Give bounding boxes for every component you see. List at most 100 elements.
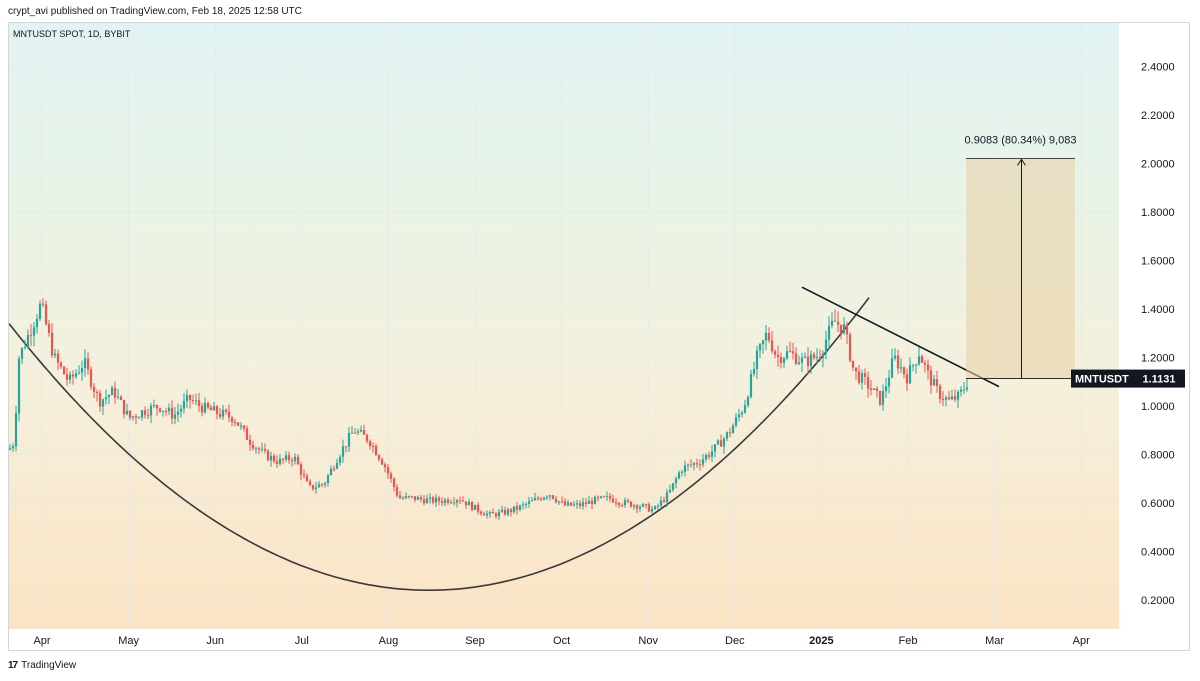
candle-body xyxy=(332,468,336,470)
candle-body xyxy=(707,454,711,457)
candle-body xyxy=(110,387,114,396)
y-tick-label: 2.2000 xyxy=(1141,110,1175,122)
candle-body xyxy=(938,385,942,400)
candle-body xyxy=(692,463,696,465)
candle-body xyxy=(572,504,576,506)
candle-body xyxy=(305,475,309,482)
candle-body xyxy=(179,408,183,412)
candle-body xyxy=(194,400,198,402)
price-axis-background xyxy=(1119,23,1189,650)
candle-body xyxy=(296,456,300,465)
candle-body xyxy=(686,464,690,466)
candle-body xyxy=(638,506,642,509)
candle-body xyxy=(197,400,201,406)
candle-body xyxy=(263,448,267,451)
candle-body xyxy=(764,332,768,341)
candle-body xyxy=(74,373,78,377)
x-tick-label: Sep xyxy=(465,635,485,647)
y-tick-label: 2.4000 xyxy=(1141,62,1175,74)
candle-body xyxy=(530,500,534,502)
candle-body xyxy=(782,358,786,363)
candle-body xyxy=(668,489,672,493)
candle-body xyxy=(791,351,795,354)
candle-body xyxy=(599,496,603,498)
candle-body xyxy=(284,455,288,460)
candle-body xyxy=(176,411,180,415)
candle-body xyxy=(134,416,138,418)
candle-body xyxy=(788,351,792,353)
candle-body xyxy=(56,353,60,363)
candle-body xyxy=(71,374,75,377)
candle-body xyxy=(734,417,738,426)
candle-body xyxy=(926,364,930,371)
measure-arrow-head xyxy=(1017,158,1026,166)
candle-body xyxy=(761,340,765,345)
candle-body xyxy=(479,511,483,514)
price-tag-symbol: MNTUSDT xyxy=(1075,374,1129,386)
candle-body xyxy=(365,434,369,442)
candle-body xyxy=(182,400,186,409)
candle-body xyxy=(350,432,354,434)
candle-body xyxy=(863,373,867,377)
candle-body xyxy=(818,357,822,359)
candle-body xyxy=(395,487,399,496)
candle-body xyxy=(731,425,735,434)
chart-frame[interactable]: 0.9083 (80.34%) 9,083 0.2000 0.4000 0.6000… xyxy=(8,22,1190,651)
x-tick-label: Nov xyxy=(638,635,658,647)
y-tick-label: 1.6000 xyxy=(1141,256,1175,268)
candle-body xyxy=(884,386,888,392)
candle-body xyxy=(464,501,468,506)
candle-body xyxy=(374,446,378,456)
candle-body xyxy=(113,387,117,398)
candle-body xyxy=(116,396,120,398)
candle-body xyxy=(860,373,864,383)
candle-body xyxy=(833,320,837,322)
candle-body xyxy=(65,374,69,380)
candle-body xyxy=(794,353,798,364)
candle-body xyxy=(560,501,564,503)
candle-body xyxy=(854,367,858,372)
candlestick-chart[interactable]: 0.9083 (80.34%) 9,083 0.2000 0.4000 0.6000… xyxy=(9,23,1190,651)
candle-body xyxy=(869,388,873,390)
candle-body xyxy=(647,504,651,512)
candle-body xyxy=(98,393,102,407)
candle-body xyxy=(44,304,48,324)
candle-body xyxy=(935,379,939,386)
candle-body xyxy=(281,458,285,460)
candle-body xyxy=(779,356,783,363)
candle-body xyxy=(368,441,372,447)
tradingview-logo-icon: 17 xyxy=(8,660,18,671)
candle-body xyxy=(674,478,678,484)
candle-body xyxy=(641,504,645,507)
candle-body xyxy=(521,504,525,506)
candle-body xyxy=(827,325,831,340)
candle-body xyxy=(485,513,489,516)
candle-body xyxy=(422,499,426,504)
published-header: crypt_avi published on TradingView.com, … xyxy=(8,6,302,17)
candle-body xyxy=(461,500,465,502)
candle-body xyxy=(671,483,675,490)
candle-body xyxy=(716,440,720,445)
candle-body xyxy=(317,484,321,488)
candle-body xyxy=(272,455,276,462)
candle-body xyxy=(503,509,507,515)
candle-body xyxy=(314,487,318,490)
x-tick-label: Feb xyxy=(899,635,918,647)
candle-body xyxy=(836,321,840,325)
candle-body xyxy=(191,400,195,402)
candle-body xyxy=(119,396,123,400)
candle-body xyxy=(221,409,225,417)
candle-body xyxy=(311,485,315,490)
candle-body xyxy=(584,502,588,504)
candle-body xyxy=(905,374,909,384)
candle-body xyxy=(101,399,105,407)
candle-body xyxy=(254,448,258,450)
candle-body xyxy=(815,357,819,359)
candle-body xyxy=(887,377,891,387)
candle-body xyxy=(344,446,348,448)
y-tick-label: 0.6000 xyxy=(1141,498,1175,510)
candle-body xyxy=(257,448,261,450)
candle-body xyxy=(242,425,246,429)
candle-body xyxy=(41,303,45,305)
candle-body xyxy=(161,410,165,412)
